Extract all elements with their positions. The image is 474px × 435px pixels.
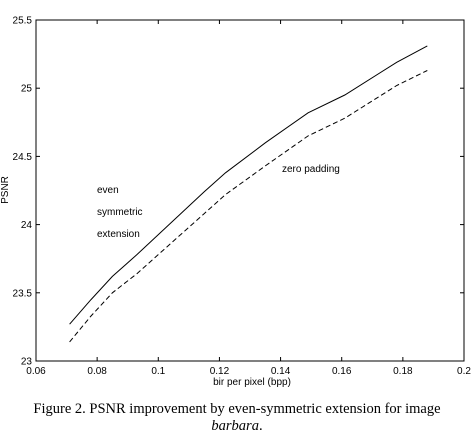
x-tick-label: 0.2: [457, 366, 471, 377]
y-tick-label: 24: [21, 220, 33, 231]
x-tick-label: 0.08: [87, 366, 107, 377]
x-tick-label: 0.12: [210, 366, 230, 377]
x-tick-label: 0.1: [151, 366, 165, 377]
series-line-even-symmetric: [70, 46, 428, 324]
caption-period: .: [259, 418, 263, 434]
x-tick-label: 0.16: [332, 366, 352, 377]
x-tick-label: 0.14: [271, 366, 291, 377]
y-tick-label: 23: [21, 357, 33, 368]
y-tick-label: 25.5: [13, 16, 33, 27]
y-tick-label: 25: [21, 84, 33, 95]
annotation-symmetric: symmetric: [97, 207, 143, 218]
annotation-zero-padding: zero padding: [282, 164, 340, 175]
figure-caption: Figure 2. PSNR improvement by even-symme…: [0, 401, 474, 435]
caption-line-2: barbara.: [0, 418, 474, 435]
y-tick-label: 23.5: [13, 288, 33, 299]
annotation-even: even: [97, 185, 119, 196]
chart: 0.06 0.08 0.1 0.12 0.14 0.16 0.18 0.2 23 23.5 24 24…: [0, 0, 474, 400]
tick-labels: 0.06 0.08 0.1 0.12 0.14 0.16 0.18 0.2 23 23.5 24 24…: [13, 16, 472, 378]
caption-image-name: barbara: [211, 418, 259, 434]
series-layer: [70, 46, 428, 342]
x-tick-label: 0.06: [26, 366, 46, 377]
annotation-extension: extension: [97, 229, 140, 240]
caption-line-1: Figure 2. PSNR improvement by even-symme…: [0, 401, 474, 418]
x-tick-label: 0.18: [393, 366, 413, 377]
y-axis-label: PSNR: [0, 176, 11, 204]
x-axis-label: bir per pixel (bpp): [213, 377, 291, 388]
y-tick-label: 24.5: [13, 152, 33, 163]
